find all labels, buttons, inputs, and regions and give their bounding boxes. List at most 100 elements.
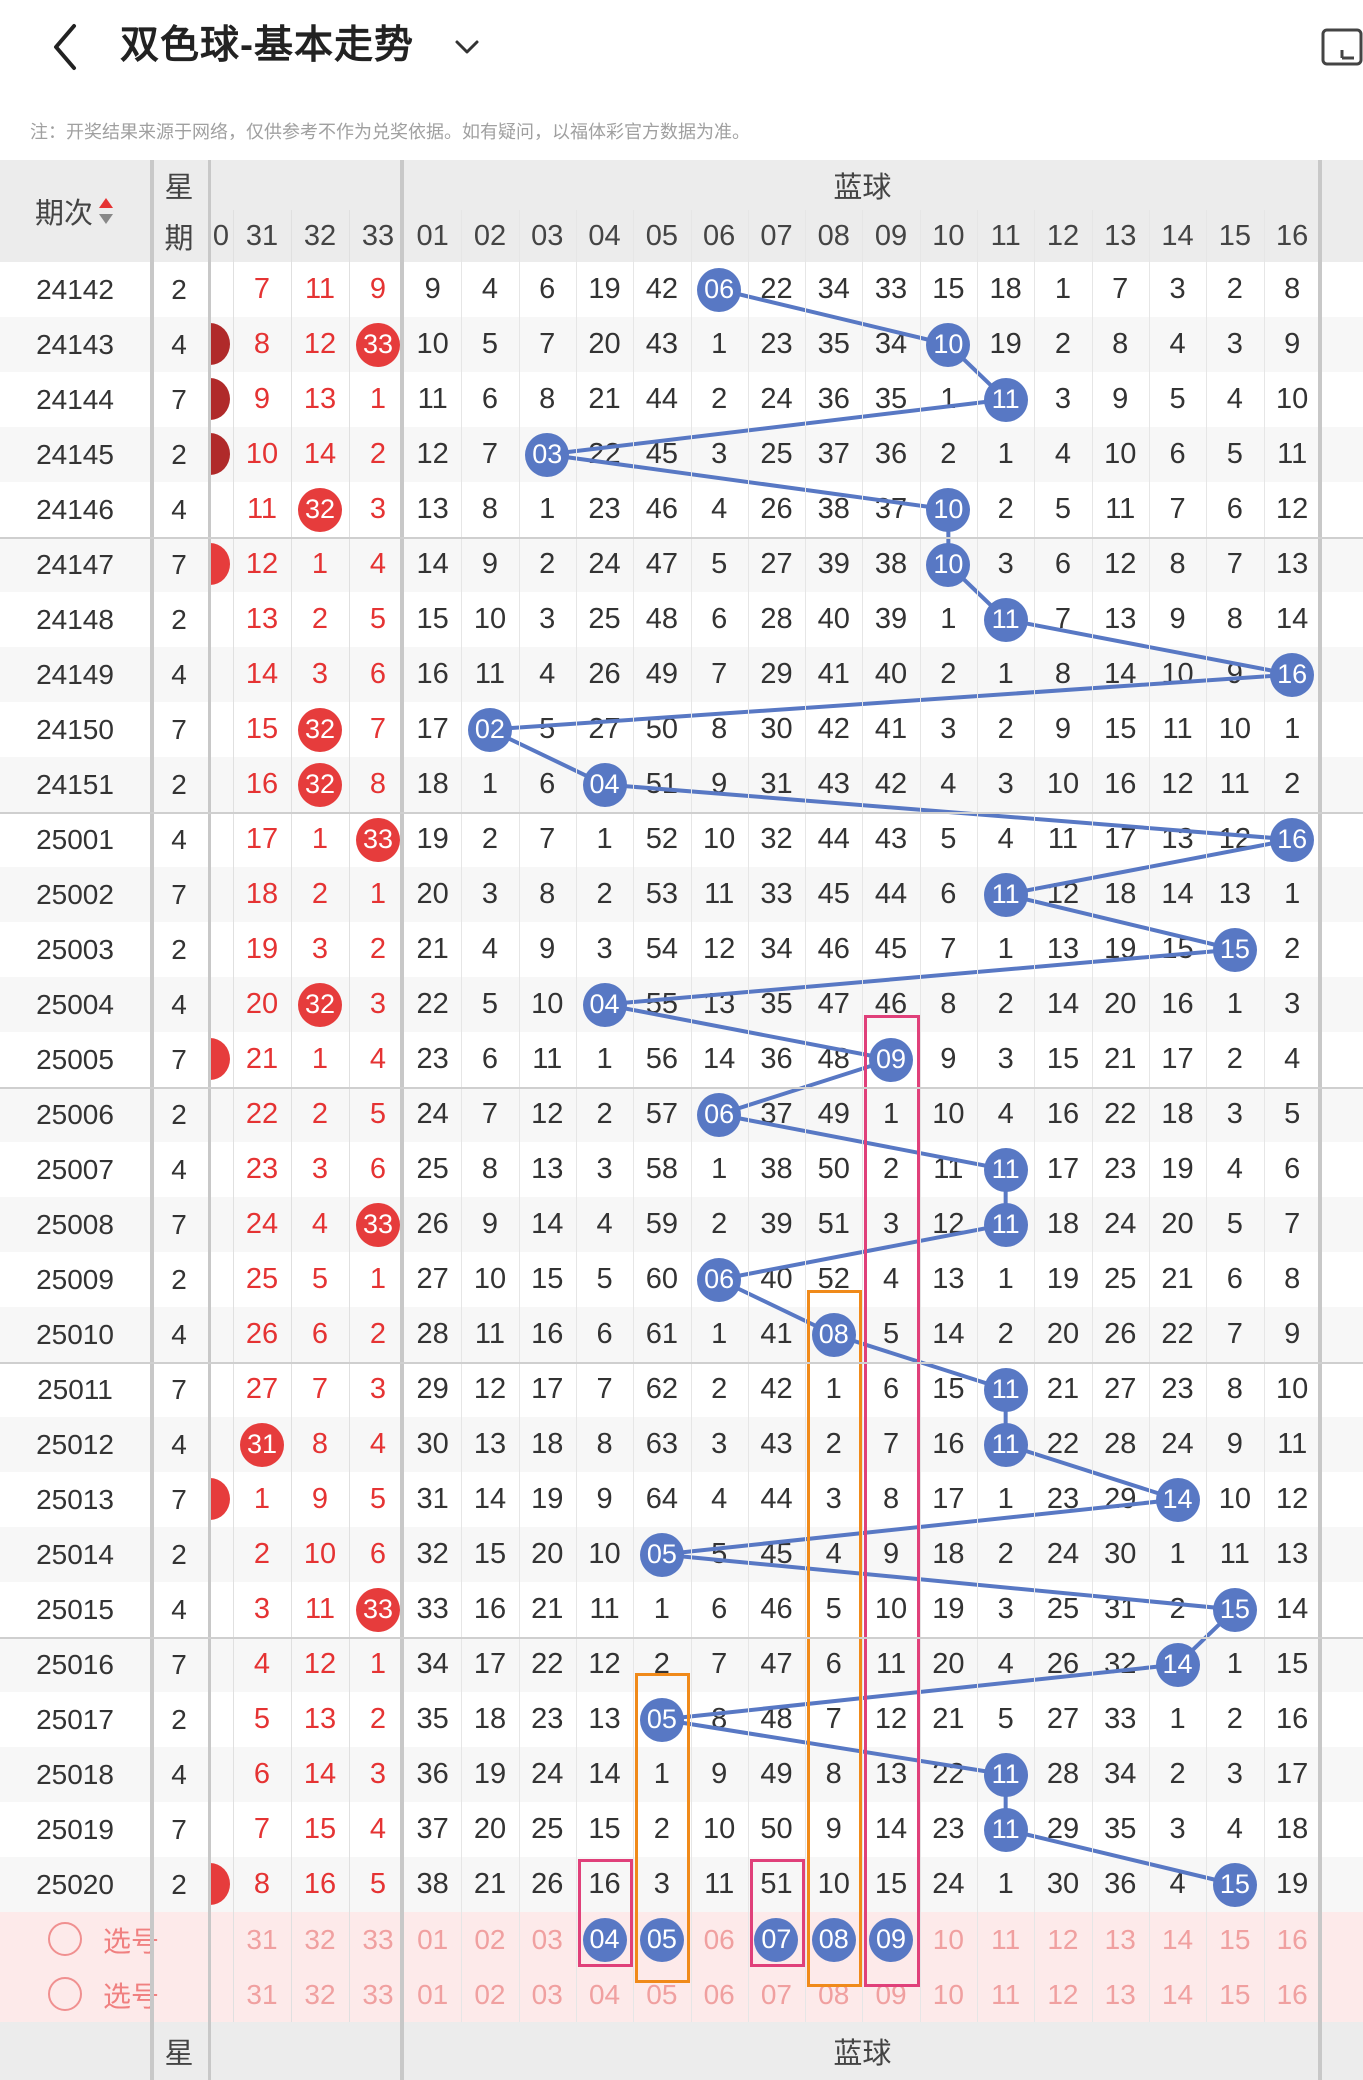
blue-cell: 12 (1161, 768, 1194, 800)
select-blue-cell[interactable]: 16 (1276, 1923, 1308, 1955)
blue-cell: 13 (531, 1153, 564, 1185)
blue-cell: 9 (1284, 328, 1301, 360)
red-cell: 32 (291, 757, 349, 812)
select-blue-cell[interactable]: 14 (1161, 1978, 1194, 2010)
select-red-cell[interactable]: 32 (304, 1978, 336, 2010)
blue-cell: 25 (588, 603, 621, 635)
select-blue-cell[interactable]: 01 (417, 1978, 449, 2010)
blue-cell: 10 (1276, 383, 1309, 415)
select-blue-cell[interactable]: 10 (932, 1923, 964, 1955)
select-blue-cell[interactable]: 12 (1047, 1978, 1079, 2010)
blue-cell: 4 (481, 933, 499, 965)
blue-cell: 6 (539, 273, 556, 305)
blue-ball: 11 (983, 1367, 1028, 1412)
select-red-cell[interactable]: 33 (362, 1923, 394, 1955)
blue-cell: 12 (588, 1648, 621, 1680)
blue-cell: 6 (1054, 548, 1072, 580)
device-toggle-icon[interactable] (1320, 26, 1363, 70)
select-radio[interactable] (48, 1977, 82, 2011)
blue-cell: 50 (817, 1153, 850, 1185)
blue-cell: 10 (473, 1263, 507, 1295)
select-blue-cell[interactable]: 16 (1276, 1978, 1308, 2010)
select-red-cell[interactable]: 31 (246, 1978, 278, 2010)
blue-cell: 27 (1104, 1373, 1137, 1405)
select-blue-cell[interactable]: 15 (1219, 1978, 1251, 2010)
blue-cell: 3 (997, 1593, 1014, 1625)
header-period[interactable]: 期次 (0, 160, 150, 262)
page-title[interactable]: 双色球-基本走势 (120, 24, 414, 67)
blue-cell: 6 (711, 603, 728, 635)
blue-cell: 1 (653, 1593, 670, 1625)
select-blue-cell[interactable]: 15 (1219, 1923, 1251, 1955)
red-cell: 32 (291, 977, 349, 1032)
red-cell: 31 (233, 1417, 291, 1472)
column-divider (291, 210, 292, 2022)
disclaimer-note: 注：开奖结果来源于网络，仅供参考不作为兑奖依据。如有疑问，以福体彩官方数据为准。 (30, 122, 750, 142)
row-week: 4 (171, 328, 187, 360)
blue-cell: 47 (645, 548, 678, 580)
select-blue-cell[interactable]: 06 (703, 1923, 735, 1955)
blue-cell: 1 (997, 658, 1014, 690)
select-blue-cell[interactable]: 13 (1104, 1978, 1136, 2010)
sort-icon[interactable] (97, 196, 115, 226)
blue-cell: 9 (424, 273, 441, 305)
select-label[interactable]: 选号 (102, 1925, 159, 1957)
blue-cell: 8 (940, 988, 957, 1020)
blue-cell: 49 (817, 1098, 850, 1130)
row-period: 24151 (36, 768, 114, 800)
blue-cell: 3 (539, 603, 556, 635)
select-blue-cell[interactable]: 14 (1161, 1923, 1194, 1955)
select-blue-cell[interactable]: 06 (703, 1978, 735, 2010)
select-red-cell[interactable]: 31 (246, 1923, 278, 1955)
select-red-cell[interactable]: 32 (304, 1923, 336, 1955)
blue-ball: 10 (926, 542, 971, 587)
blue-cell: 8 (1226, 1373, 1243, 1405)
blue-cell: 24 (1104, 1208, 1137, 1240)
column-divider (747, 210, 749, 2022)
blue-cell: 36 (817, 383, 850, 415)
select-blue-cell[interactable]: 10 (932, 1978, 964, 2010)
blue-cell: 28 (1104, 1428, 1137, 1460)
row-period: 24147 (36, 548, 114, 580)
select-blue-cell[interactable]: 12 (1047, 1923, 1079, 1955)
row-bg (0, 1197, 1363, 1252)
header-blue-section: 蓝球 (833, 172, 892, 204)
blue-cell: 1 (711, 1153, 728, 1185)
blue-cell: 14 (703, 1043, 736, 1075)
red-cell: 4 (253, 1648, 271, 1680)
blue-cell: 25 (1046, 1593, 1080, 1625)
select-blue-cell[interactable]: 13 (1104, 1923, 1136, 1955)
blue-ball: 02 (467, 707, 512, 752)
red-cell: 4 (369, 548, 387, 580)
chevron-down-icon[interactable] (452, 30, 482, 64)
blue-cell: 17 (1046, 1153, 1080, 1185)
select-blue-cell[interactable]: 03 (531, 1923, 563, 1955)
row-bg (0, 812, 1363, 867)
blue-cell: 11 (474, 658, 505, 690)
group-divider (0, 1637, 1363, 1639)
red-ball-partial (210, 1038, 230, 1080)
red-cell: 12 (303, 1648, 337, 1680)
select-label[interactable]: 选号 (102, 1980, 159, 2012)
select-blue-cell[interactable]: 07 (760, 1978, 793, 2010)
top-bar: 双色球-基本走势 (0, 0, 1363, 100)
red-cell: 25 (245, 1263, 279, 1295)
select-blue-cell[interactable]: 01 (417, 1923, 449, 1955)
blue-ball: 11 (983, 1752, 1028, 1797)
blue-cell: 20 (1046, 1318, 1080, 1350)
blue-cell: 45 (874, 933, 908, 965)
row-week: 7 (171, 1373, 187, 1405)
select-blue-cell[interactable]: 03 (531, 1978, 563, 2010)
select-blue-cell[interactable]: 02 (474, 1978, 506, 2010)
row-period: 25016 (36, 1648, 114, 1680)
select-blue-cell[interactable]: 11 (991, 1978, 1021, 2010)
select-blue-cell[interactable]: 11 (991, 1923, 1021, 1955)
row-period: 25013 (36, 1483, 114, 1515)
blue-cell: 13 (1276, 548, 1309, 580)
select-blue-cell[interactable]: 04 (588, 1978, 621, 2010)
select-radio[interactable] (48, 1922, 82, 1956)
select-blue-cell[interactable]: 02 (474, 1923, 506, 1955)
select-red-cell[interactable]: 33 (362, 1978, 394, 2010)
row-bg (0, 1307, 1363, 1362)
back-arrow-icon[interactable] (46, 22, 86, 72)
